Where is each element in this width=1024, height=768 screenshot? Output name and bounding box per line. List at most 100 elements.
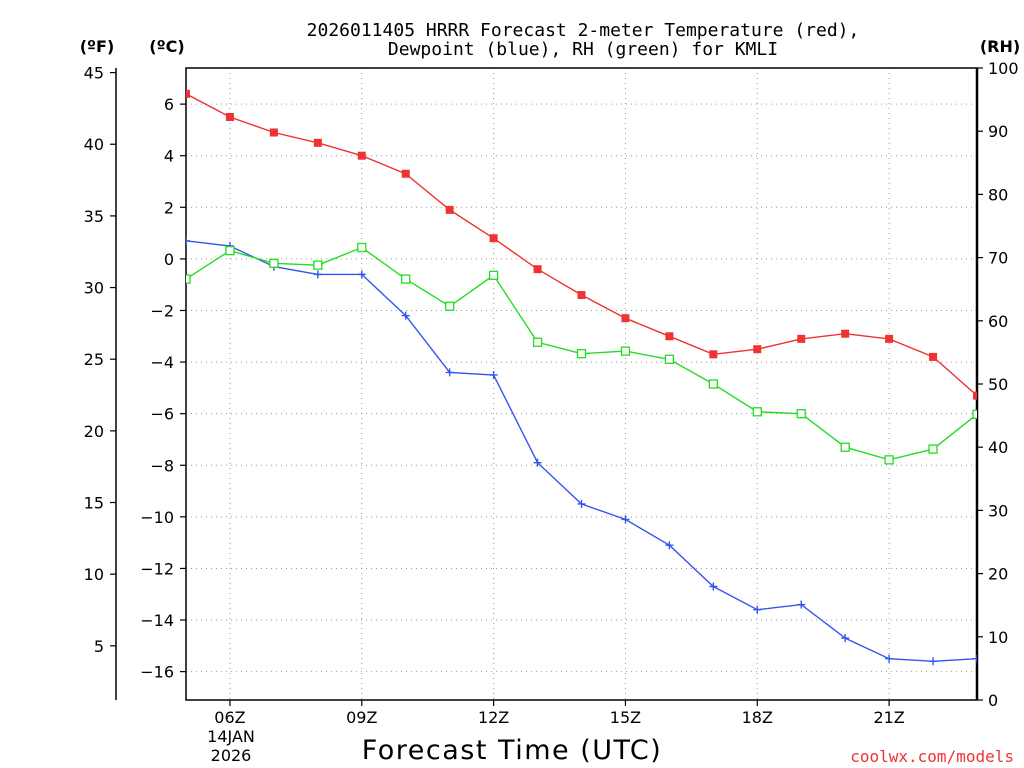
series-rh	[186, 242, 977, 465]
dewpoint-point	[885, 654, 894, 663]
rh-point	[488, 270, 499, 280]
rh-point	[752, 407, 762, 417]
celsius-tick-label: 6	[164, 95, 174, 114]
x-tick-label: 18Z	[742, 708, 773, 727]
rh-point	[445, 301, 455, 311]
dewpoint-point	[445, 368, 454, 377]
dewpoint-point	[577, 499, 586, 508]
temperature-point	[357, 151, 366, 160]
temperature-point	[489, 234, 498, 243]
chart-title-line1: 2026011405 HRRR Forecast 2-meter Tempera…	[307, 20, 860, 41]
temperature-point	[753, 345, 762, 354]
dewpoint-point	[973, 654, 977, 663]
credit-text: coolwx.com/models	[850, 747, 1014, 766]
temperature-point	[885, 334, 894, 343]
rh-tick-label: 20	[988, 565, 1008, 584]
series-temperature	[186, 89, 977, 400]
x-tick-label: 15Z	[610, 708, 641, 727]
celsius-tick-label: −6	[150, 405, 174, 424]
rh-point	[708, 379, 718, 389]
temperature-point	[797, 334, 806, 343]
rh-point	[225, 245, 235, 256]
rh-tick-label: 60	[988, 312, 1008, 331]
x-tick-label: 21Z	[873, 708, 904, 727]
ticks: 6420−2−4−6−8−10−12−14−164540353025201510…	[84, 59, 1019, 727]
fahrenheit-tick-label: 25	[84, 350, 104, 369]
plot-frame	[185, 67, 978, 701]
dewpoint-point	[313, 270, 322, 279]
rh-tick-label: 30	[988, 501, 1008, 520]
dewpoint-point	[621, 515, 630, 524]
temperature-point	[186, 89, 190, 98]
dewpoint-point	[841, 634, 850, 643]
celsius-tick-label: −16	[140, 663, 174, 682]
temperature-point	[709, 350, 718, 359]
dewpoint-point	[709, 582, 718, 591]
grid	[186, 68, 977, 700]
temperature-point	[621, 314, 630, 323]
rh-point	[796, 409, 806, 419]
x-tick-label: 12Z	[478, 708, 509, 727]
rh-point	[928, 444, 938, 454]
fahrenheit-tick-label: 15	[84, 494, 104, 513]
dewpoint-point	[533, 458, 542, 467]
temperature-point	[973, 391, 977, 400]
axes	[115, 67, 979, 701]
dewpoint-point	[186, 236, 190, 245]
rh-point	[401, 274, 411, 284]
x-axis-title: Forecast Time (UTC)	[362, 735, 663, 766]
dewpoint-point	[797, 600, 806, 609]
fahrenheit-tick-label: 45	[84, 64, 104, 83]
rh-point	[269, 258, 279, 268]
dewpoint-point	[489, 370, 498, 379]
temperature-point	[445, 205, 454, 214]
celsius-tick-label: −2	[150, 301, 174, 320]
x-tick-label: 09Z	[346, 708, 377, 727]
celsius-tick-label: 0	[164, 250, 174, 269]
celsius-tick-label: −12	[140, 559, 174, 578]
rh-tick-label: 70	[988, 249, 1008, 268]
rh-tick-label: 80	[988, 185, 1008, 204]
fahrenheit-tick-label: 5	[94, 637, 104, 656]
celsius-tick-label: −10	[140, 508, 174, 527]
temperature-point	[401, 169, 410, 178]
rh-point	[186, 274, 191, 284]
dewpoint-point	[357, 270, 366, 279]
rh-tick-label: 90	[988, 122, 1008, 141]
celsius-tick-label: −4	[150, 353, 174, 372]
dewpoint-point	[401, 311, 410, 320]
fahrenheit-tick-label: 40	[84, 135, 104, 154]
celsius-tick-label: −8	[150, 456, 174, 475]
celsius-tick-label: −14	[140, 611, 174, 630]
temperature-point	[269, 128, 278, 137]
temperature-point	[929, 352, 938, 361]
fahrenheit-tick-label: 30	[84, 279, 104, 298]
celsius-unit-label: (ºC)	[149, 37, 184, 56]
dewpoint-point	[929, 657, 938, 666]
rh-point	[972, 409, 977, 419]
temperature-point	[577, 291, 586, 300]
rh-point	[664, 354, 675, 365]
rh-point	[884, 455, 894, 465]
dewpoint-point	[753, 605, 762, 614]
rh-point	[620, 346, 631, 356]
celsius-tick-label: 2	[164, 198, 174, 217]
fahrenheit-tick-label: 35	[84, 207, 104, 226]
celsius-tick-label: 4	[164, 147, 174, 166]
rh-unit-label: (RH)	[980, 37, 1020, 56]
temperature-point	[841, 329, 850, 338]
x-tick-label: 06Z	[214, 708, 245, 727]
rh-point	[576, 349, 587, 359]
fahrenheit-unit-label: (ºF)	[80, 37, 115, 56]
rh-tick-label: 40	[988, 438, 1008, 457]
rh-tick-label: 10	[988, 628, 1008, 647]
dewpoint-point	[665, 541, 674, 550]
rh-tick-label: 0	[988, 691, 998, 710]
rh-point	[357, 242, 367, 253]
rh-point	[840, 442, 850, 452]
series-layer	[186, 89, 977, 666]
date-label-year: 2026	[211, 746, 252, 765]
temperature-point	[665, 332, 674, 341]
rh-point	[532, 337, 543, 347]
